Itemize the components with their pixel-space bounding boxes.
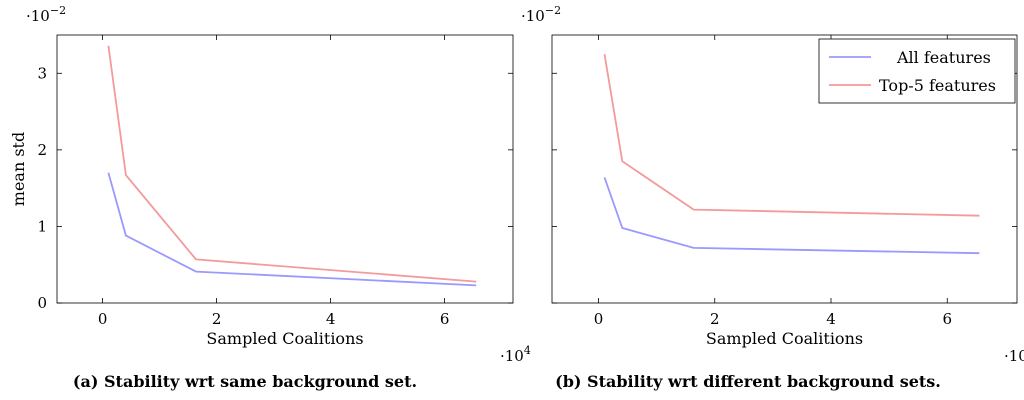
x-tick-label: 4 <box>326 310 336 328</box>
y-axis-label: mean std <box>9 132 28 206</box>
x-scale-multiplier: ·104 <box>1004 344 1024 365</box>
y-tick-label: 3 <box>37 64 47 82</box>
x-tick-label: 0 <box>98 310 108 328</box>
x-axis-label: Sampled Coalitions <box>206 329 363 348</box>
series-line-all-features <box>603 177 980 255</box>
x-tick-label: 6 <box>942 310 952 328</box>
y-tick-label: 0 <box>37 294 47 312</box>
y-tick-label: 1 <box>37 217 47 235</box>
chart-panel-a: 0 2 4 6 0 1 2 3 ·10−2 ·104 Sampled Coalitions mean … <box>9 4 531 391</box>
x-tick-label: 6 <box>440 310 450 328</box>
x-tick-label: 0 <box>594 310 604 328</box>
x-tick-label: 2 <box>212 310 222 328</box>
x-tick-label: 2 <box>710 310 720 328</box>
chart-panel-b: 0 2 4 6 ·10−2 ·104 Sampled Coalitions All featu… <box>521 4 1024 391</box>
series-line-top5-features <box>107 45 477 283</box>
x-axis-label: Sampled Coalitions <box>706 329 863 348</box>
legend: All features Top-5 features <box>818 38 1016 104</box>
subfigure-caption: (a) Stability wrt same background set. <box>73 372 417 391</box>
legend-box <box>818 38 1016 104</box>
x-tick-label: 4 <box>826 310 836 328</box>
plot-frame <box>56 34 514 304</box>
series-line-all-features <box>107 172 477 287</box>
legend-entry-label: All features <box>896 48 991 67</box>
legend-entry-label: Top-5 features <box>879 76 996 95</box>
y-scale-multiplier: ·10−2 <box>26 4 66 25</box>
plot-frame <box>551 34 1018 304</box>
y-tick-label: 2 <box>37 141 47 159</box>
subfigure-caption: (b) Stability wrt different background s… <box>555 372 941 391</box>
y-scale-multiplier: ·10−2 <box>521 4 561 25</box>
x-scale-multiplier: ·104 <box>500 344 531 365</box>
series-line-top5-features <box>603 53 980 217</box>
